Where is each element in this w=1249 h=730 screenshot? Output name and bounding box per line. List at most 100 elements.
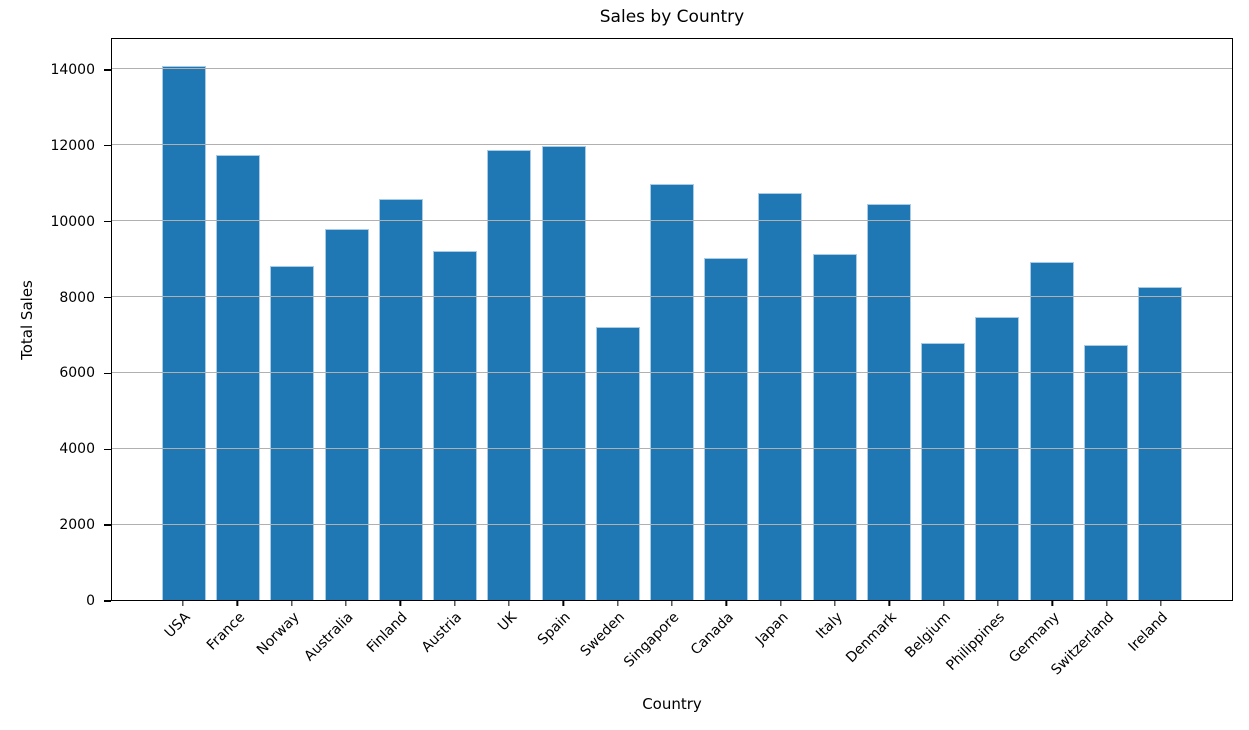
bar-singapore <box>649 183 694 600</box>
x-tick-label: Ireland <box>1125 609 1172 655</box>
x-tick-mark <box>508 601 510 606</box>
y-tick: 0 <box>86 594 111 608</box>
y-tick-mark <box>104 524 111 526</box>
x-tick-slot: France <box>204 601 264 716</box>
x-tick-mark <box>399 601 401 606</box>
bar-slot <box>916 39 970 600</box>
bar-slot <box>1025 39 1079 600</box>
x-tick-mark <box>616 601 619 606</box>
x-tick-mark <box>779 601 782 606</box>
x-tick-slot: Japan <box>752 601 808 716</box>
bar-denmark <box>866 203 911 600</box>
y-tick-label: 2000 <box>59 517 95 534</box>
bar-slot <box>699 39 753 600</box>
x-tick-slot: Finland <box>364 601 427 716</box>
y-tick-label: 0 <box>86 593 95 609</box>
bar-slot <box>970 39 1024 600</box>
x-tick-slot: Singapore <box>621 601 699 716</box>
bar-france <box>216 154 261 600</box>
x-tick-mark <box>834 601 836 606</box>
x-tick-slot: Spain <box>534 601 590 716</box>
bar-slot <box>862 39 916 600</box>
bar-slot <box>753 39 807 600</box>
bar-usa <box>162 65 206 600</box>
y-tick-mark <box>104 145 111 147</box>
x-tick-mark <box>725 601 727 606</box>
x-tick-mark <box>1105 601 1108 606</box>
plot-area <box>111 38 1233 601</box>
bar-slot <box>808 39 862 600</box>
y-tick-label: 4000 <box>59 441 95 458</box>
x-tick-slot: Belgium <box>902 601 971 716</box>
x-tick-mark <box>1160 601 1162 606</box>
x-tick-mark <box>562 601 564 606</box>
bar-australia <box>324 229 369 600</box>
x-tick-mark <box>671 601 673 606</box>
bar-slot <box>320 39 374 600</box>
x-tick-mark <box>345 601 347 606</box>
bar-germany <box>1029 262 1074 600</box>
y-tick: 12000 <box>50 139 111 153</box>
bar-slot <box>211 39 265 600</box>
bar-ireland <box>1137 287 1182 600</box>
bar-slot <box>374 39 428 600</box>
x-tick-slot: Italy <box>808 601 862 716</box>
x-tick-slot: Australia <box>301 601 373 716</box>
bar-sweden <box>595 326 640 600</box>
bar-slot <box>265 39 319 600</box>
y-tick: 4000 <box>59 442 111 456</box>
x-tick-mark <box>888 601 890 606</box>
x-tick-slot: Philippines <box>944 601 1025 716</box>
x-tick-slot: USA <box>156 601 210 716</box>
bar-uk <box>487 149 532 600</box>
x-tick-mark <box>182 601 184 606</box>
x-tick-mark <box>236 601 238 606</box>
y-tick-mark <box>104 221 111 223</box>
x-tick-label: USA <box>161 609 194 642</box>
bar-slot <box>428 39 482 600</box>
x-tick-slot: UK <box>482 601 536 716</box>
bar-slot <box>1079 39 1133 600</box>
x-tick-slot: Switzerland <box>1048 601 1134 716</box>
chart-title: Sales by Country <box>599 7 745 27</box>
y-tick: 10000 <box>50 215 111 229</box>
x-tick-mark <box>997 601 999 606</box>
y-tick-mark <box>104 448 111 450</box>
x-tick-slot: Germany <box>1006 601 1079 716</box>
x-tick-mark <box>453 601 456 606</box>
y-tick: 6000 <box>59 366 111 380</box>
bar-slot <box>157 39 211 600</box>
bar-slot <box>1133 39 1187 600</box>
y-tick-label: 6000 <box>59 365 95 382</box>
y-tick-label: 10000 <box>50 213 95 230</box>
y-tick-label: 8000 <box>59 289 95 306</box>
bars-container <box>112 39 1232 600</box>
bar-austria <box>433 251 478 600</box>
x-tick-slot: Denmark <box>843 601 916 716</box>
y-tick-mark <box>104 372 111 375</box>
bar-spain <box>541 145 586 600</box>
bar-slot <box>482 39 536 600</box>
x-tick-slot: Norway <box>253 601 319 716</box>
y-tick: 14000 <box>50 63 111 77</box>
y-tick-label: 14000 <box>50 61 95 78</box>
x-tick-label: Japan <box>752 609 792 649</box>
y-tick-mark <box>104 600 111 602</box>
x-tick-slot: Ireland <box>1126 601 1188 716</box>
bar-canada <box>704 257 749 600</box>
bar-finland <box>378 198 423 600</box>
x-tick-label: UK <box>494 609 520 635</box>
bar-italy <box>812 253 857 600</box>
y-axis-ticks: 0 2000 4000 6000 8000 10000 12000 14000 <box>0 38 111 608</box>
y-tick-mark <box>104 69 111 71</box>
x-tick-label: Italy <box>812 609 846 643</box>
x-tick-label: Spain <box>534 609 574 649</box>
bar-belgium <box>921 342 966 600</box>
bar-slot <box>537 39 591 600</box>
y-tick: 2000 <box>59 518 111 532</box>
bar-philippines <box>975 317 1020 600</box>
x-tick-mark <box>942 601 945 606</box>
x-tick-slot: Austria <box>419 601 482 716</box>
bar-japan <box>758 193 803 600</box>
